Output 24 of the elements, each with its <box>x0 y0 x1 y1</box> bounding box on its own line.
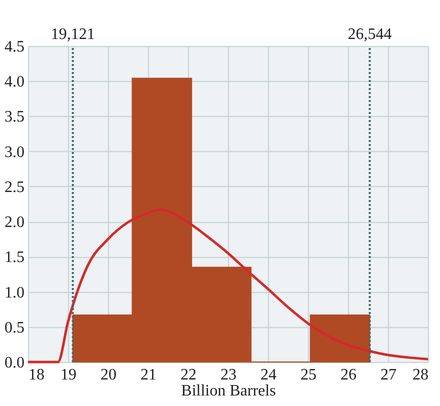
x-tick-label: 18 <box>28 366 44 384</box>
x-tick-label: 24 <box>260 366 276 384</box>
x-tick-label: 21 <box>140 366 156 384</box>
x-tick-label: 25 <box>300 366 316 384</box>
x-axis-title: Billion Barrels <box>181 382 276 400</box>
x-tick-label: 23 <box>220 366 236 384</box>
x-tick-label: 22 <box>180 366 196 384</box>
y-tick-label: 2.5 <box>4 178 24 196</box>
y-tick-label: 4.0 <box>4 74 24 91</box>
y-tick-label: 1.5 <box>4 249 24 266</box>
y-tick-label: 0.5 <box>4 319 24 336</box>
x-tick-label: 20 <box>100 366 116 384</box>
ref-line-label: 19,121 <box>50 26 95 43</box>
y-tick-label: 3.5 <box>4 108 24 126</box>
y-tick-label: 4.5 <box>4 38 24 56</box>
y-tick-label: 2.0 <box>4 214 24 232</box>
y-tick-label: 1.0 <box>4 284 24 302</box>
y-tick-label: 0.0 <box>4 354 24 372</box>
x-tick-label: 28 <box>412 366 428 384</box>
ref-line-label: 26,544 <box>348 26 392 43</box>
x-tick-label: 27 <box>380 366 396 384</box>
x-tick-label: 19 <box>60 366 76 384</box>
x-tick-label: 26 <box>340 366 356 384</box>
y-tick-label: 3.0 <box>4 144 24 161</box>
